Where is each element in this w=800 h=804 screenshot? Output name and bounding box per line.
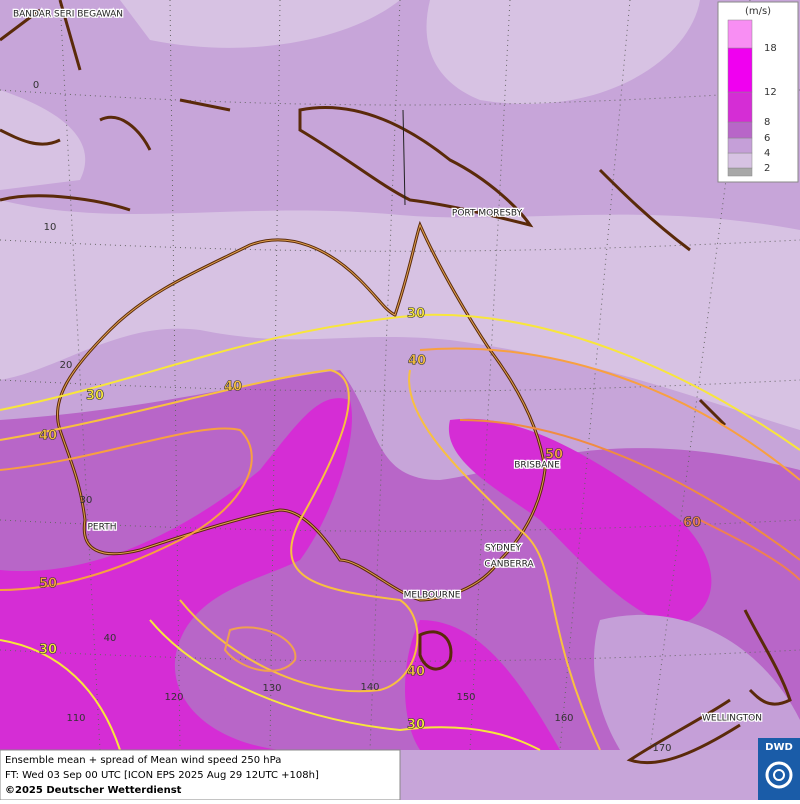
latitude-label: 0 bbox=[33, 80, 39, 91]
contour-label: 40 bbox=[407, 665, 425, 680]
logo: DWD bbox=[758, 738, 800, 800]
legend-swatch bbox=[727, 137, 753, 154]
spread-shading bbox=[0, 0, 800, 750]
footer-copyright: ©2025 Deutscher Wetterdienst bbox=[5, 785, 182, 796]
contour-label: 50 bbox=[545, 448, 563, 463]
graticule bbox=[0, 0, 800, 751]
legend-swatch bbox=[727, 152, 753, 169]
longitude-label: 170 bbox=[652, 743, 671, 754]
contour-label: 30 bbox=[39, 643, 57, 658]
city-label: BANDAR SERI BEGAWAN bbox=[13, 10, 123, 20]
longitude-label: 150 bbox=[456, 692, 475, 703]
legend-swatch bbox=[727, 121, 753, 139]
contour-label: 40 bbox=[408, 354, 426, 369]
legend-tick-label: 18 bbox=[764, 43, 777, 54]
contour-label: 40 bbox=[39, 429, 57, 444]
longitude-label: 130 bbox=[262, 683, 281, 694]
contour-label: 60 bbox=[683, 516, 701, 531]
footer: Ensemble mean + spread of Mean wind spee… bbox=[0, 749, 401, 801]
legend-tick-label: 4 bbox=[764, 148, 770, 159]
legend-tick-label: 12 bbox=[764, 87, 777, 98]
city-label: BRISBANE bbox=[514, 461, 560, 471]
contour-label: 30 bbox=[407, 307, 425, 322]
legend: (m/s) 2 4 6 8 12 18 bbox=[717, 1, 799, 183]
footer-title: Ensemble mean + spread of Mean wind spee… bbox=[5, 755, 281, 766]
legend-swatch bbox=[727, 47, 753, 93]
latitude-label: 10 bbox=[44, 222, 57, 233]
latitude-label: 20 bbox=[60, 360, 73, 371]
longitude-label: 110 bbox=[66, 713, 85, 724]
city-label: SYDNEY bbox=[485, 544, 522, 554]
longitude-label: 140 bbox=[360, 682, 379, 693]
legend-unit: (m/s) bbox=[745, 6, 771, 17]
contour-label: 30 bbox=[86, 389, 104, 404]
contour-label: 40 bbox=[224, 380, 242, 395]
latitude-label: 30 bbox=[80, 495, 93, 506]
latitude-label: 40 bbox=[104, 633, 117, 644]
city-label: PORT MORESBY bbox=[452, 209, 523, 219]
footer-forecast: FT: Wed 03 Sep 00 UTC [ICON EPS 2025 Aug… bbox=[5, 770, 319, 781]
city-label: PERTH bbox=[88, 523, 117, 533]
legend-tick-label: 8 bbox=[764, 117, 770, 128]
contour-label: 30 bbox=[407, 718, 425, 733]
legend-tick-label: 6 bbox=[764, 133, 770, 144]
legend-swatch bbox=[727, 167, 753, 177]
longitude-label: 160 bbox=[554, 713, 573, 724]
legend-swatch bbox=[727, 91, 753, 123]
logo-text: DWD bbox=[765, 742, 793, 753]
city-label: MELBOURNE bbox=[404, 591, 461, 601]
contours bbox=[0, 313, 800, 751]
city-label: CANBERRA bbox=[484, 560, 534, 570]
legend-swatch bbox=[727, 19, 753, 49]
legend-tick-label: 2 bbox=[764, 163, 770, 174]
city-label: WELLINGTON bbox=[702, 714, 762, 724]
coastlines bbox=[0, 0, 792, 765]
contour-label: 50 bbox=[39, 577, 57, 592]
longitude-label: 120 bbox=[164, 692, 183, 703]
